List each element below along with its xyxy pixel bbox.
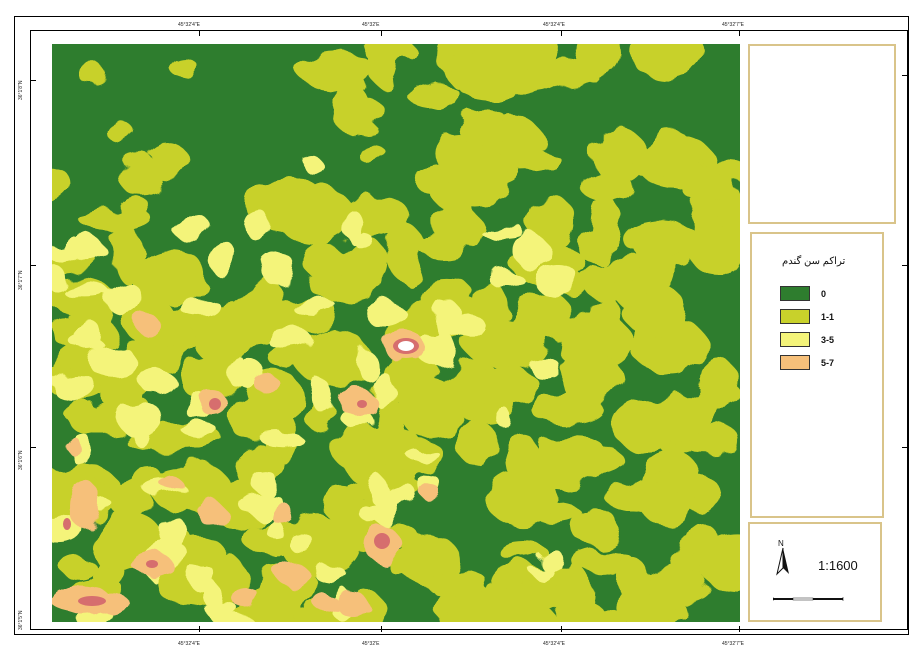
legend-item-3: 5-7 [780, 354, 834, 371]
tick-left-1 [30, 80, 36, 81]
coord-bottom-3: 45°32'4"E [543, 641, 565, 647]
map-outer-frame [14, 16, 909, 635]
tick-bottom-2 [381, 626, 382, 632]
tick-right-1 [902, 75, 908, 76]
coord-top-2: 45°32'E [362, 22, 380, 28]
tick-bottom-3 [561, 626, 562, 632]
coord-bottom-4: 45°32'7"E [722, 641, 744, 647]
tick-left-3 [30, 447, 36, 448]
tick-bottom-1 [199, 626, 200, 632]
coord-left-2: 36°1'7"N [18, 270, 24, 290]
density-map-canvas [52, 44, 740, 622]
coord-bottom-2: 45°32'E [362, 641, 380, 647]
tick-right-3 [902, 447, 908, 448]
tick-top-4 [739, 30, 740, 36]
scale-bar [773, 597, 844, 601]
coord-left-3: 36°1'6"N [18, 450, 24, 470]
legend-item-0: 0 [780, 285, 826, 302]
coord-left-1: 36°1'8"N [18, 80, 24, 100]
density-map [52, 44, 740, 622]
legend-label: 3-5 [821, 334, 835, 345]
tick-right-2 [902, 265, 908, 266]
tick-left-2 [30, 265, 36, 266]
legend-swatch [780, 309, 810, 324]
legend-swatch [780, 332, 810, 347]
legend-item-2: 3-5 [780, 331, 834, 348]
tick-top-3 [561, 30, 562, 36]
legend-panel [750, 232, 884, 518]
legend-swatch [780, 286, 810, 301]
legend-label: 0 [821, 288, 827, 299]
coord-top-1: 45°32'4"E [178, 22, 200, 28]
coord-top-4: 45°32'7"E [722, 22, 744, 28]
tick-top-1 [199, 30, 200, 36]
legend-title: تراکم سن گندم [782, 256, 846, 267]
scale-ratio: 1:1600 [818, 558, 858, 573]
coord-left-4: 36°1'5"N [18, 610, 24, 630]
legend-label: 1-1 [821, 311, 835, 322]
map-inner-frame [30, 30, 908, 630]
legend-item-1: 1-1 [780, 308, 834, 325]
north-arrow-icon: N [776, 539, 789, 576]
scale-panel [748, 522, 882, 622]
coord-top-3: 45°32'4"E [543, 22, 565, 28]
tick-top-2 [381, 30, 382, 36]
coord-bottom-1: 45°32'4"E [178, 641, 200, 647]
legend-label: 5-7 [821, 357, 835, 368]
side-panel-top [748, 44, 896, 224]
legend-swatch [780, 355, 810, 370]
tick-bottom-4 [739, 626, 740, 632]
north-label: N [778, 539, 784, 548]
